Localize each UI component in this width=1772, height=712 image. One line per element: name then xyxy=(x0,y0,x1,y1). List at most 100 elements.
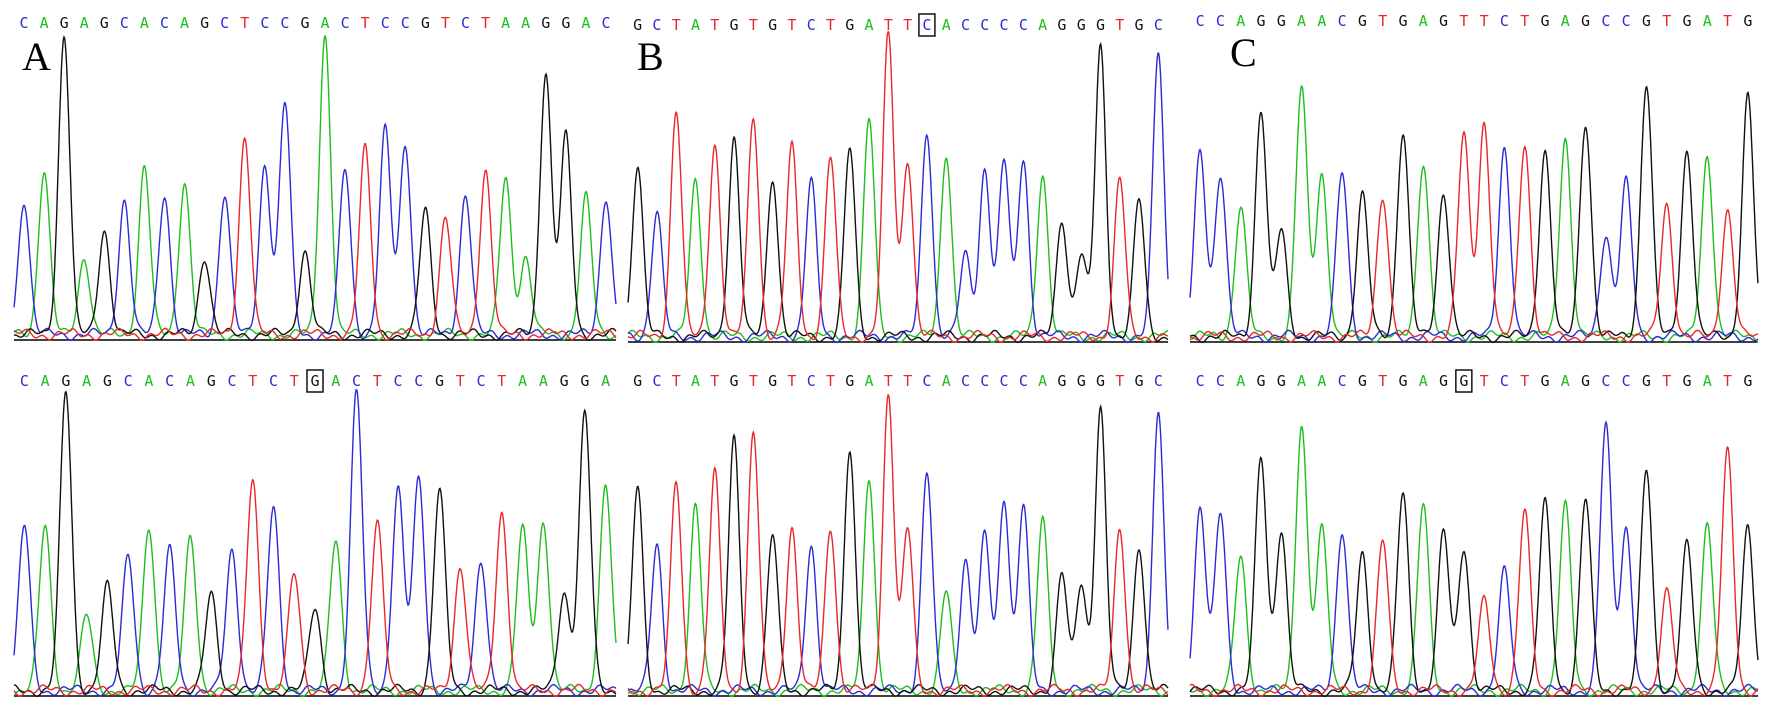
base-call-t: T xyxy=(749,16,758,34)
base-call-c: C xyxy=(227,372,236,390)
base-call-g: G xyxy=(100,14,109,32)
base-call-g: G xyxy=(1682,372,1691,390)
base-call-c: C xyxy=(1019,372,1028,390)
base-call-t: T xyxy=(248,372,257,390)
base-call-g: G xyxy=(1459,372,1468,390)
trace-a xyxy=(1189,426,1758,698)
base-call-a: A xyxy=(140,14,149,32)
base-call-c: C xyxy=(1338,12,1347,30)
base-call-a: A xyxy=(601,372,610,390)
base-call-t: T xyxy=(672,16,681,34)
trace-a xyxy=(13,34,617,342)
base-call-c: C xyxy=(1622,372,1631,390)
trace-t xyxy=(13,478,617,698)
base-call-a: A xyxy=(1419,372,1428,390)
trace-c xyxy=(13,101,617,342)
base-call-c: C xyxy=(1601,12,1610,30)
base-call-c: C xyxy=(414,372,423,390)
base-call-g: G xyxy=(1358,372,1367,390)
base-call-c: C xyxy=(980,16,989,34)
base-call-t: T xyxy=(826,372,835,390)
base-call-g: G xyxy=(1277,12,1286,30)
base-call-g: G xyxy=(633,372,642,390)
base-call-g: G xyxy=(1581,12,1590,30)
base-call-c: C xyxy=(477,372,486,390)
base-call-g: G xyxy=(1135,16,1144,34)
base-call-g: G xyxy=(1077,372,1086,390)
trace-t xyxy=(627,394,1169,697)
variant-highlight-box xyxy=(306,369,324,393)
base-call-c: C xyxy=(260,14,269,32)
base-call-g: G xyxy=(435,372,444,390)
base-call-c: C xyxy=(120,14,129,32)
base-call-c: C xyxy=(1196,12,1205,30)
base-call-t: T xyxy=(749,372,758,390)
base-call-t: T xyxy=(1378,372,1387,390)
base-call-g: G xyxy=(768,16,777,34)
base-call-a: A xyxy=(1317,12,1326,30)
trace-g xyxy=(627,404,1169,697)
base-call-c: C xyxy=(961,372,970,390)
base-call-c: C xyxy=(1216,12,1225,30)
base-call-c: C xyxy=(20,372,29,390)
base-call-t: T xyxy=(903,16,912,34)
base-call-a: A xyxy=(942,16,951,34)
trace-t xyxy=(1189,121,1758,343)
trace-g xyxy=(627,42,1169,344)
base-call-a: A xyxy=(1419,12,1428,30)
base-call-t: T xyxy=(1480,372,1489,390)
base-call-t: T xyxy=(1115,372,1124,390)
base-call-g: G xyxy=(560,372,569,390)
base-call-t: T xyxy=(456,372,465,390)
base-call-a: A xyxy=(691,16,700,34)
base-call-t: T xyxy=(1115,16,1124,34)
base-call-g: G xyxy=(61,372,70,390)
base-call-g: G xyxy=(1277,372,1286,390)
base-call-g: G xyxy=(1743,12,1752,30)
base-call-a: A xyxy=(1703,372,1712,390)
trace-a xyxy=(627,117,1169,344)
base-call-c: C xyxy=(922,372,931,390)
base-call-t: T xyxy=(1723,12,1732,30)
base-call-a: A xyxy=(865,16,874,34)
base-call-a: A xyxy=(82,372,91,390)
base-call-g: G xyxy=(1256,372,1265,390)
base-call-g: G xyxy=(1682,12,1691,30)
trace-c xyxy=(13,389,617,697)
base-call-a: A xyxy=(40,14,49,32)
base-call-a: A xyxy=(144,372,153,390)
base-call-c: C xyxy=(341,14,350,32)
base-call-t: T xyxy=(240,14,249,32)
base-call-c: C xyxy=(807,372,816,390)
base-call-g: G xyxy=(1581,372,1590,390)
base-call-t: T xyxy=(884,16,893,34)
base-call-a: A xyxy=(1317,372,1326,390)
base-call-g: G xyxy=(1135,372,1144,390)
base-call-g: G xyxy=(1642,12,1651,30)
base-call-g: G xyxy=(541,14,550,32)
base-call-c: C xyxy=(1500,372,1509,390)
base-call-c: C xyxy=(352,372,361,390)
base-call-a: A xyxy=(1561,372,1570,390)
base-call-c: C xyxy=(1196,372,1205,390)
base-call-g: G xyxy=(1077,16,1086,34)
base-call-t: T xyxy=(1520,372,1529,390)
base-call-c: C xyxy=(160,14,169,32)
panel-label-b: B xyxy=(637,34,664,79)
base-call-c: C xyxy=(20,14,29,32)
base-call-t: T xyxy=(787,16,796,34)
base-call-g: G xyxy=(1096,16,1105,34)
base-call-g: G xyxy=(60,14,69,32)
base-call-a: A xyxy=(539,372,548,390)
base-call-g: G xyxy=(633,16,642,34)
base-call-g: G xyxy=(1096,372,1105,390)
base-call-a: A xyxy=(1038,16,1047,34)
base-call-c: C xyxy=(1216,372,1225,390)
base-call-g: G xyxy=(200,14,209,32)
base-call-t: T xyxy=(497,372,506,390)
trace-a xyxy=(627,480,1169,698)
